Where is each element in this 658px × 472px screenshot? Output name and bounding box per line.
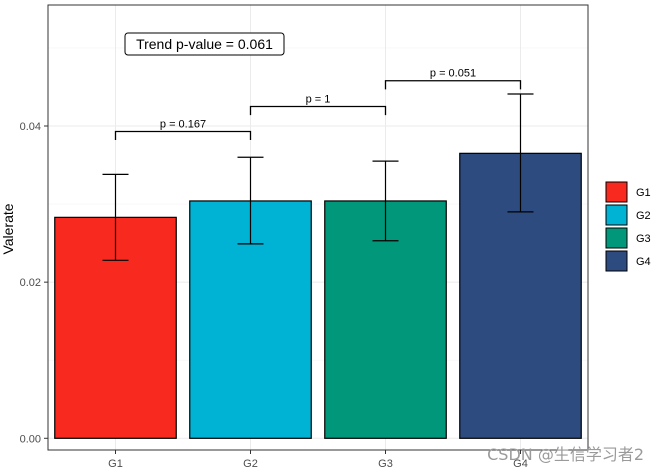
comparison-p-value-1: p = 0.167 [160,118,206,130]
legend-label-g2: G2 [636,210,651,222]
legend-label-g3: G3 [636,233,651,245]
comparison-p-value-3: p = 0.051 [430,68,476,80]
legend-key-g1 [605,181,628,203]
comparison-bracket-1 [114,130,252,141]
x-tick-label: G2 [243,458,258,470]
trend-annotation: Trend p-value = 0.061 [124,32,285,56]
y-tick-label: 0.02 [20,277,41,289]
y-tick-label: 0.04 [20,121,41,133]
trend-annotation-text: Trend p-value = 0.061 [136,36,273,52]
y-tick-label: 0.00 [20,433,41,445]
x-axis: G1 G2 G3 G4 [108,450,528,470]
x-tick-label: G1 [108,458,123,470]
error-bars [102,93,534,261]
watermark: CSDN @生信学习者2 [487,445,644,464]
y-axis: 0.00 0.02 0.04 [20,121,48,445]
comparison-bracket-3 [384,80,522,90]
legend-key-g2 [605,204,628,226]
legend-label-g1: G1 [636,187,651,199]
y-axis-title: Valerate [0,203,16,254]
comparison-p-value-2: p = 1 [306,93,331,105]
comparison-brackets: p = 0.167 p = 1 p = 0.051 [114,68,522,141]
x-tick-label: G3 [378,458,393,470]
x-tick-label: G4 [513,458,528,470]
panel-border [47,4,589,451]
comparison-bracket-2 [249,105,387,116]
legend-key-g3 [605,227,628,249]
legend-key-g4 [605,250,628,272]
legend: G1 G2 G3 G4 [605,181,651,272]
legend-label-g4: G4 [636,256,651,268]
trend-annotation-box [124,32,285,56]
